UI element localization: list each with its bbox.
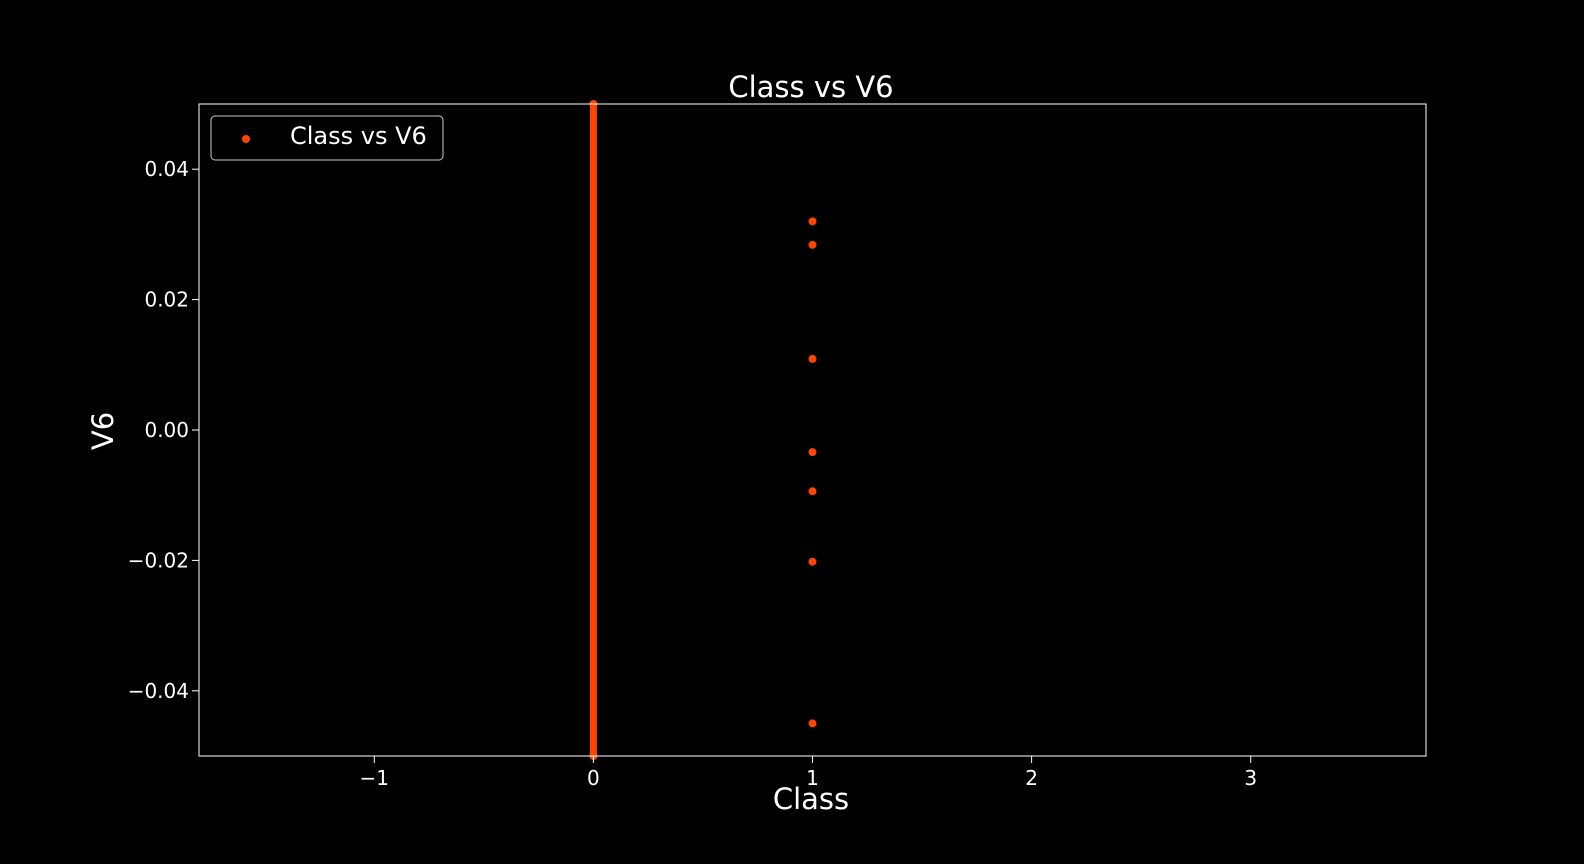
y-tick-label: 0.02 [144,288,189,312]
x-tick-label: 0 [587,766,600,790]
x-axis-label: Class [773,782,849,816]
y-tick-label: −0.04 [128,679,189,703]
data-point [808,240,817,249]
x-axis: −1 0 1 2 3 [360,756,1257,790]
data-point [808,557,817,566]
legend-box [210,115,444,161]
y-tick-label: 0.00 [144,418,189,442]
plot-marks [589,100,817,760]
legend: Class vs V6 [210,115,444,161]
legend-label: Class vs V6 [290,122,427,150]
y-tick-label: −0.02 [128,548,189,572]
data-point [808,217,817,226]
y-axis-label: V6 [86,412,120,450]
x-tick-label: 3 [1244,766,1257,790]
data-point [808,448,817,457]
y-axis: −0.04 −0.02 0.00 0.02 0.04 [128,157,199,703]
x-tick-label: 2 [1025,766,1038,790]
x-tick-label: −1 [360,766,389,790]
data-point [808,487,817,496]
data-point [808,354,817,363]
chart-title: Class vs V6 [728,70,893,104]
x-tick-label: 1 [806,766,819,790]
legend-marker [242,135,250,143]
data-point [808,719,817,728]
y-tick-label: 0.04 [144,157,189,181]
